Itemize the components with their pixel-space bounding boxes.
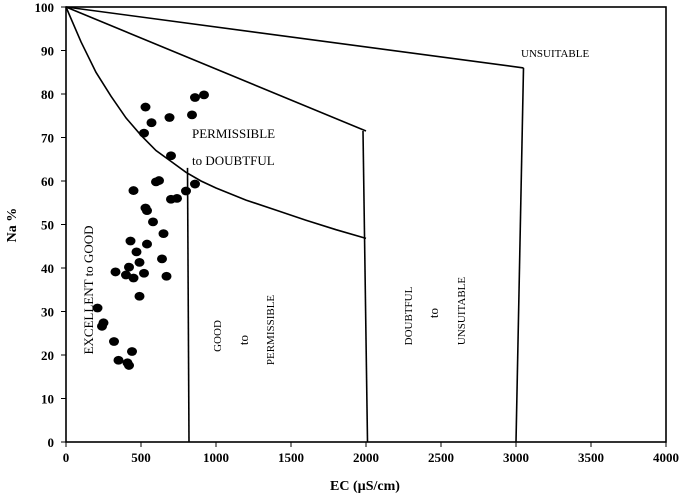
sample-point (125, 236, 136, 246)
sample-point (109, 337, 119, 346)
boundary-vertical-3000 (515, 67, 525, 443)
sample-point (187, 110, 197, 120)
sample-point (113, 355, 124, 365)
region-label-permissible: PERMISSIBLE (192, 126, 275, 141)
sample-point (128, 186, 139, 195)
x-tick-label: 3000 (503, 450, 529, 465)
x-tick-label: 500 (131, 450, 151, 465)
sample-point (121, 270, 131, 280)
region-label-doubtful-to: to (426, 308, 441, 318)
sample-point (190, 179, 200, 189)
sample-point (97, 321, 107, 331)
sample-point (140, 102, 151, 112)
sample-point (127, 347, 137, 356)
y-tick-label: 60 (41, 174, 54, 189)
sample-point (92, 303, 103, 313)
y-tick-label: 40 (41, 261, 54, 276)
sample-point (142, 239, 152, 249)
x-tick-label: 2000 (353, 450, 379, 465)
boundary-vertical-800 (186, 167, 190, 443)
boundary-line-good-permissible (65, 6, 367, 132)
boundary-vertical-2000 (362, 130, 369, 443)
sample-point (166, 151, 176, 161)
y-tick-label: 80 (41, 87, 54, 102)
sample-point (128, 273, 139, 283)
region-label-to-doubtful: to DOUBTFUL (192, 153, 275, 168)
sample-point (134, 291, 145, 301)
sample-point (161, 271, 172, 281)
region-label-doubtful: DOUBTFUL (403, 286, 415, 345)
boundary-curve-excellent-good (65, 6, 367, 240)
x-tick-label: 2500 (428, 450, 454, 465)
boundary-line-doubtful (65, 6, 524, 69)
x-tick-label: 1000 (203, 450, 229, 465)
y-tick-label: 70 (41, 131, 54, 146)
y-tick-label: 0 (48, 435, 55, 450)
x-tick-label: 4000 (653, 450, 679, 465)
y-tick-label: 90 (41, 44, 54, 59)
sample-point (164, 113, 175, 122)
sample-point (139, 128, 149, 138)
sample-point (124, 361, 134, 370)
y-tick-label: 50 (41, 218, 54, 233)
sample-point (148, 217, 158, 227)
sample-point (181, 186, 191, 196)
region-label-doubtful-unsuitable: UNSUITABLE (456, 277, 468, 345)
region-label-unsuitable: UNSUITABLE (521, 48, 589, 60)
y-tick-label: 20 (41, 348, 54, 363)
sample-point (134, 257, 145, 267)
sample-point (199, 90, 209, 100)
sample-point (110, 267, 121, 277)
y-axis-label: Na % (5, 208, 20, 243)
sample-point (190, 93, 200, 102)
x-tick-label: 0 (63, 450, 70, 465)
y-tick-label: 10 (41, 392, 54, 407)
sample-point (157, 254, 167, 264)
region-label-excellent-good: EXCELLENT to GOOD (81, 225, 96, 354)
sample-point (142, 206, 152, 215)
sample-point (166, 194, 176, 204)
sample-point (158, 229, 169, 239)
x-tick-label: 1500 (278, 450, 304, 465)
region-label-good-permissible: PERMISSIBLE (265, 295, 277, 366)
y-tick-label: 100 (35, 0, 55, 15)
x-tick-label: 3500 (578, 450, 604, 465)
region-label-good: GOOD (212, 320, 224, 352)
sample-point (139, 268, 149, 278)
x-axis-label: EC (µS/cm) (330, 479, 400, 494)
region-label-good-to: to (236, 335, 251, 345)
sample-point (151, 177, 161, 187)
sample-point (131, 247, 142, 257)
sample-point (124, 262, 134, 272)
y-tick-label: 30 (41, 305, 54, 320)
sample-point (146, 118, 157, 128)
